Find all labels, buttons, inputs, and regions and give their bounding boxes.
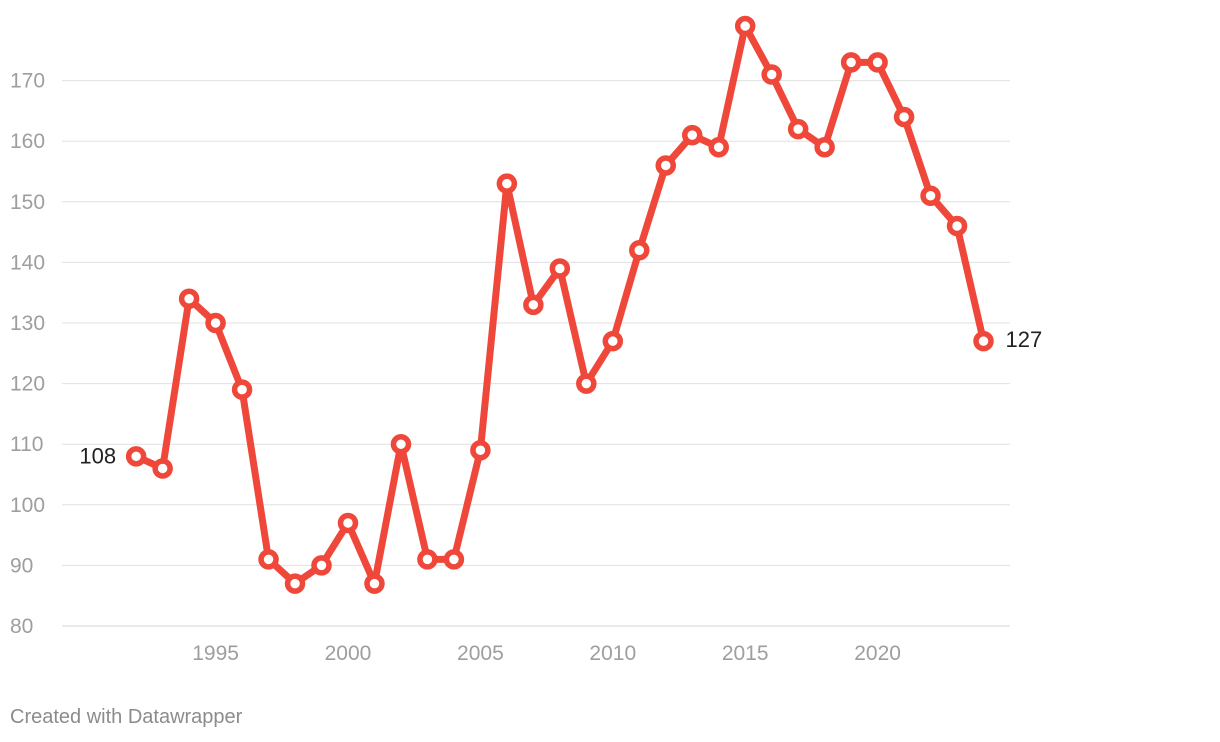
data-points [125,15,994,594]
data-point-1993 [152,458,173,479]
start-value-label: 108 [79,443,116,468]
data-point-2013 [681,124,703,146]
data-point-1999 [311,555,332,576]
line-chart: 80 90 100 110 120 130 140 150 160 170 1995 2000 200… [10,15,1042,665]
y-tick-label-150: 150 [10,191,45,214]
data-point-2000 [337,512,359,534]
series-layer [132,22,988,588]
data-point-2002 [390,433,412,455]
data-point-2012 [655,155,677,176]
y-tick-label-100: 100 [10,494,45,517]
data-point-2007 [523,294,544,316]
x-tick-label-1995: 1995 [192,642,239,665]
data-point-2001 [364,573,385,594]
data-point-1995 [205,312,226,334]
end-labels: 108 127 [79,327,1042,468]
data-point-2014 [708,137,729,158]
end-value-label: 127 [1006,327,1043,352]
y-tick-label-140: 140 [10,251,45,274]
data-point-2019 [840,52,862,73]
y-tick-label-110: 110 [10,433,43,456]
data-point-2017 [787,118,809,140]
data-point-2008 [549,258,571,279]
gridlines [62,80,1010,627]
credit-text: Created with Datawrapper [10,706,243,728]
data-point-2022 [920,185,941,206]
data-point-2024 [973,330,994,352]
data-point-1994 [178,288,200,310]
series-line-0 [132,22,988,588]
y-tick-label-90: 90 [10,554,33,577]
data-point-2020 [867,52,888,73]
data-point-2005 [470,440,491,461]
data-point-2009 [576,373,597,394]
data-point-2003 [417,549,438,570]
x-tick-label-2010: 2010 [589,642,636,665]
data-point-2016 [761,64,782,85]
x-tick-label-2020: 2020 [854,642,901,665]
y-tick-label-130: 130 [10,312,45,335]
y-axis-ticks: 80 90 100 110 120 130 140 150 160 170 [10,70,45,638]
data-point-2006 [496,173,518,194]
data-point-2011 [629,240,650,261]
data-point-1998 [284,573,306,594]
data-point-2018 [814,137,835,158]
x-tick-label-2000: 2000 [325,642,372,665]
y-tick-label-120: 120 [10,373,45,396]
y-tick-label-170: 170 [10,70,45,93]
y-tick-label-160: 160 [10,130,45,153]
data-point-2023 [946,215,968,237]
x-tick-label-2015: 2015 [722,642,769,665]
data-point-2010 [602,330,624,352]
x-tick-label-2005: 2005 [457,642,504,665]
data-point-1992 [125,446,147,467]
data-point-1997 [258,549,279,570]
data-point-1996 [231,379,253,400]
x-axis-ticks: 1995 2000 2005 2010 2015 2020 [192,642,901,665]
data-point-2015 [734,15,756,37]
data-point-2004 [443,549,465,570]
data-point-2021 [893,106,915,128]
y-tick-label-80: 80 [10,615,33,638]
